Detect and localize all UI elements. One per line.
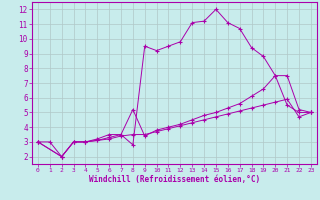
X-axis label: Windchill (Refroidissement éolien,°C): Windchill (Refroidissement éolien,°C)	[89, 175, 260, 184]
